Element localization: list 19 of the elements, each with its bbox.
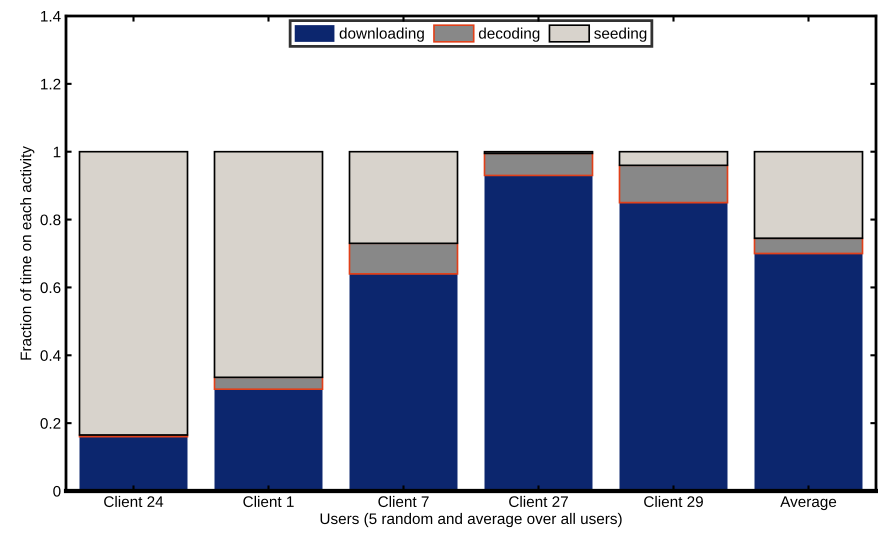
y-tick-label: 0.8 (40, 214, 60, 226)
y-tick-label: 0 (53, 486, 61, 497)
x-tick-label: Client 24 (104, 496, 164, 508)
legend-label: decoding (478, 28, 540, 42)
y-axis-title: Fraction of time on each activity (20, 146, 34, 360)
y-tick-label: 1 (54, 146, 60, 158)
x-tick-label: Client 27 (509, 496, 568, 508)
y-tick-label: 0.2 (40, 418, 60, 429)
x-tick-label: Client 1 (243, 496, 294, 508)
y-tick-label: 1.4 (41, 11, 61, 22)
y-tick-label: 1.2 (41, 78, 60, 90)
legend-label: seeding (594, 28, 646, 42)
x-tick-label: Client 7 (378, 496, 429, 508)
x-tick-label: Client 29 (644, 496, 703, 508)
x-tick-label: Average (780, 496, 836, 510)
x-axis-title: Users (5 random and average over all users) (320, 512, 622, 528)
y-tick-label: 0.4 (40, 350, 61, 361)
y-tick-label: 0.6 (40, 282, 60, 294)
legend-label: downloading (340, 28, 424, 42)
